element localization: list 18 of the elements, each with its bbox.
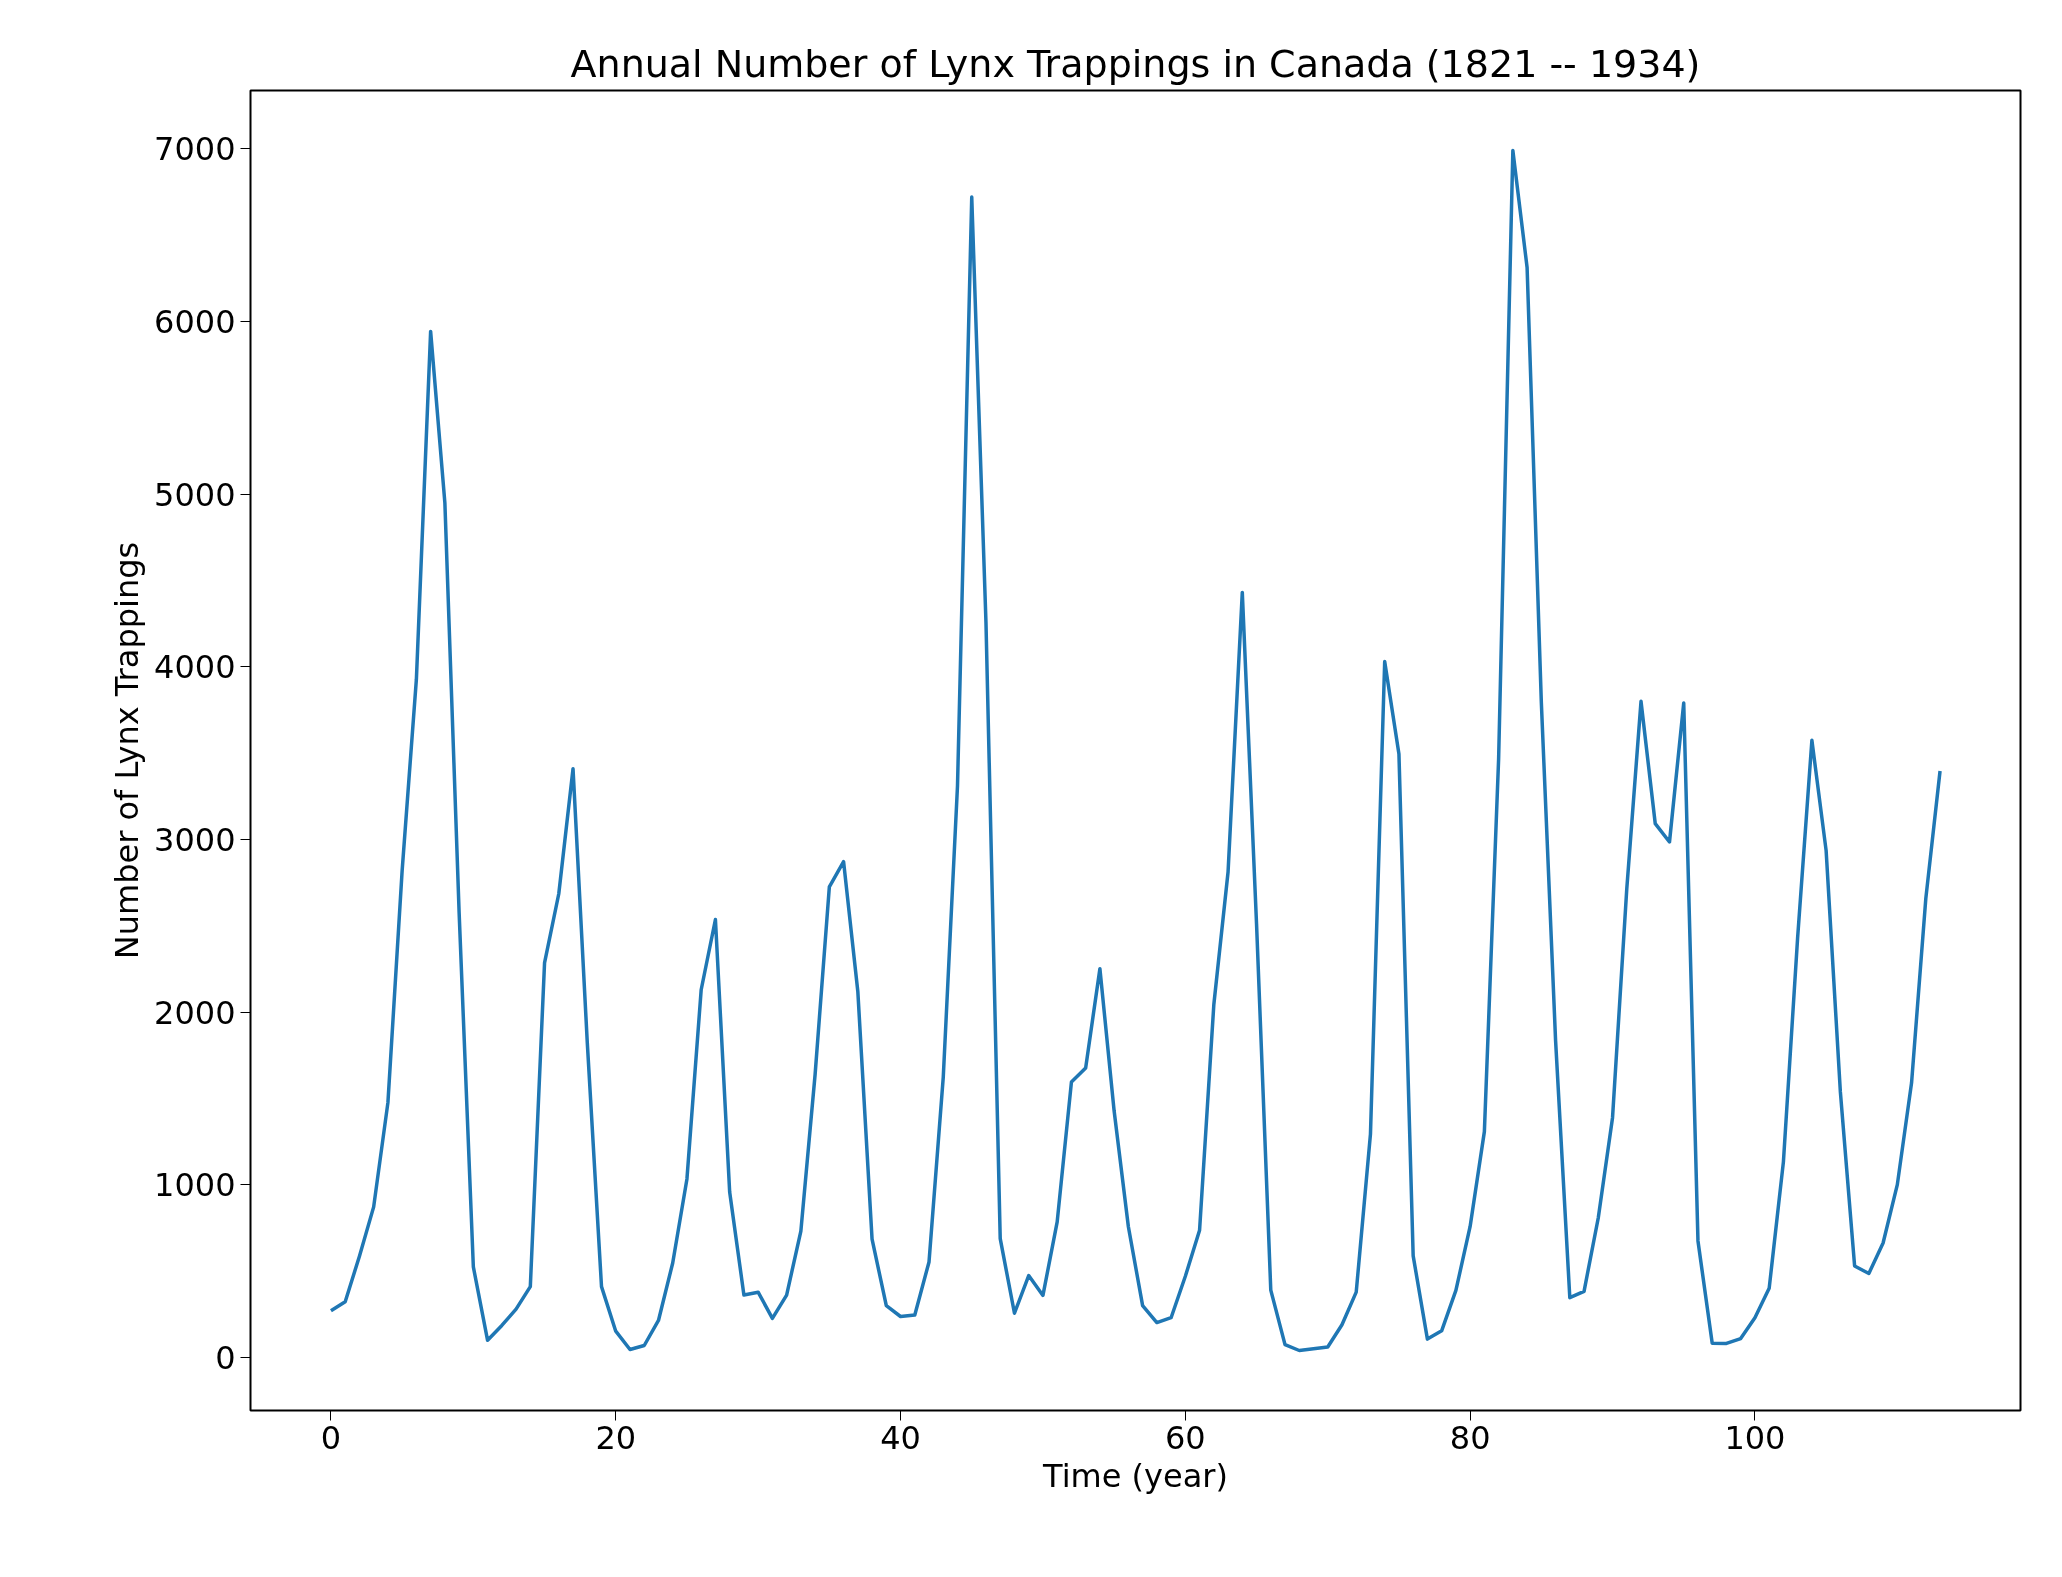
chart-title: Annual Number of Lynx Trappings in Canada (1821 -- 1934)	[570, 41, 1701, 86]
x-axis-title: Time (year)	[1042, 1456, 1228, 1495]
x-tick-label: 100	[1724, 1418, 1786, 1457]
y-tick-label: 2000	[154, 993, 236, 1032]
x-tick-label: 80	[1449, 1418, 1491, 1457]
x-tick-label: 40	[880, 1418, 921, 1457]
y-tick-label: 7000	[154, 130, 236, 169]
y-tick-label: 3000	[154, 820, 236, 859]
y-tick-label: 0	[215, 1338, 236, 1377]
x-tick-label: 20	[595, 1418, 637, 1457]
line-series	[329, 148, 1942, 1353]
y-axis-title: Number of Lynx Trappings	[108, 541, 147, 960]
y-tick-label: 4000	[154, 648, 236, 687]
x-tick-label: 0	[320, 1418, 342, 1457]
y-tick-label: 5000	[154, 475, 236, 514]
y-tick-label: 1000	[154, 1166, 236, 1205]
y-tick-label: 6000	[154, 303, 236, 342]
x-tick-label: 60	[1164, 1418, 1206, 1457]
